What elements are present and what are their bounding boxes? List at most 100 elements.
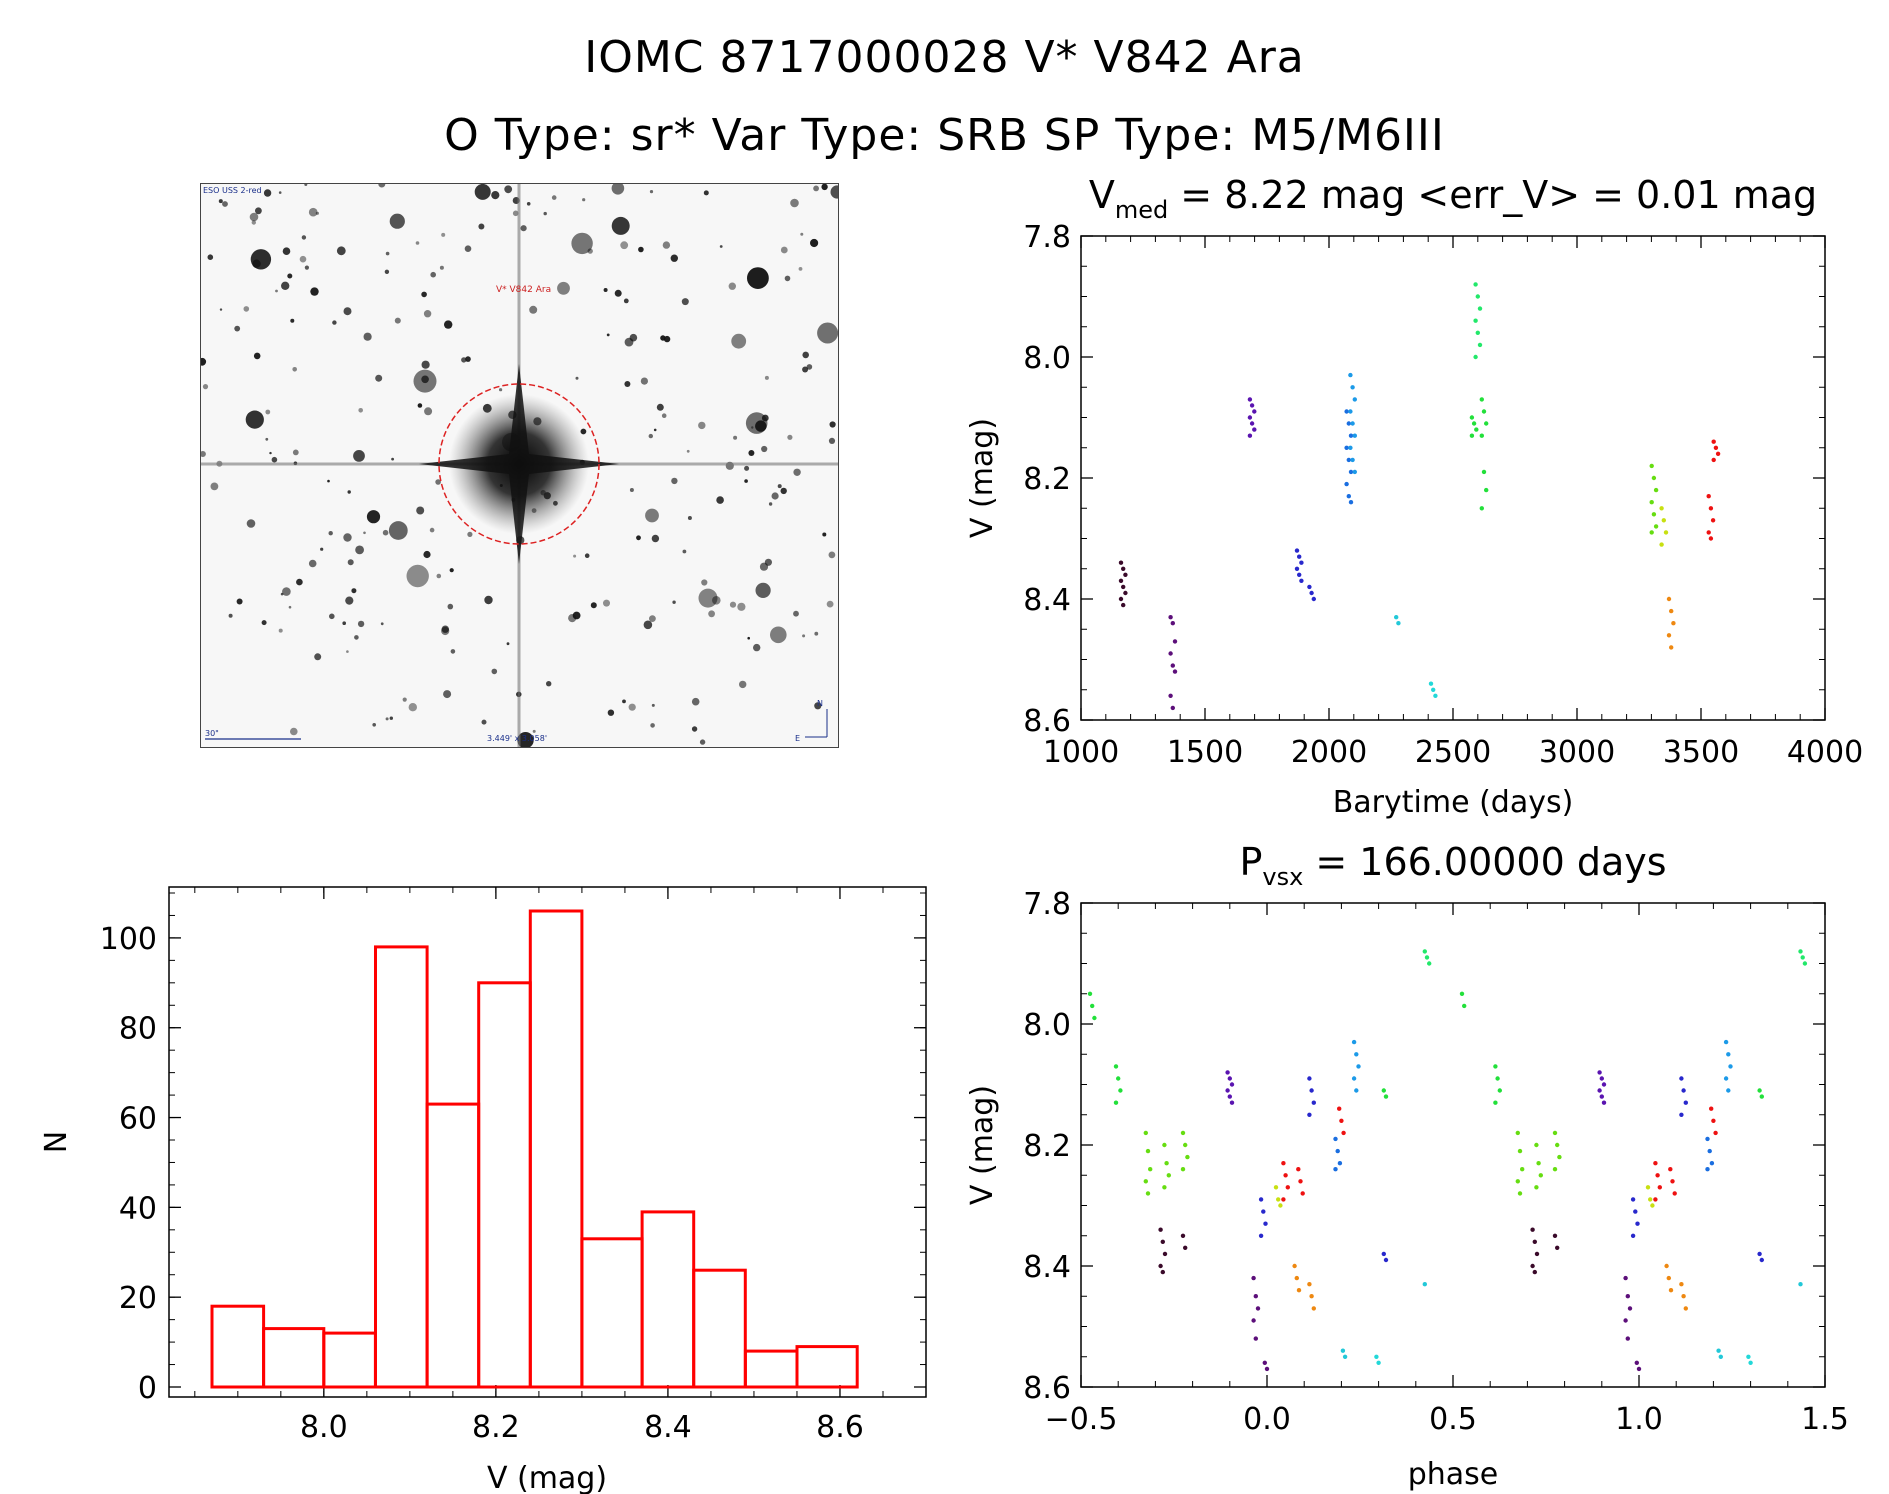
star bbox=[701, 579, 708, 586]
star bbox=[745, 412, 768, 434]
finder-chart-image: V* V842 Ara ESO USS 2-red 30" 3.449' x 3… bbox=[200, 183, 839, 748]
star bbox=[529, 305, 538, 314]
phased-point bbox=[1258, 1233, 1264, 1239]
phased-point bbox=[1726, 1088, 1731, 1093]
histogram-ytick-label: 100 bbox=[100, 922, 157, 957]
lightcurve-point bbox=[1299, 578, 1304, 583]
histogram-frame bbox=[168, 886, 927, 1398]
star bbox=[810, 238, 819, 248]
lightcurve-point bbox=[1294, 566, 1300, 571]
star bbox=[691, 726, 698, 732]
star bbox=[751, 426, 754, 429]
star bbox=[614, 289, 622, 297]
phased-point bbox=[1493, 1100, 1498, 1105]
star bbox=[315, 211, 319, 215]
star bbox=[329, 613, 335, 620]
star bbox=[645, 508, 659, 523]
phased-point bbox=[1251, 1275, 1256, 1281]
phased-point bbox=[1162, 1142, 1167, 1148]
lightcurve-point bbox=[1168, 693, 1173, 698]
phased-point bbox=[1145, 1191, 1151, 1196]
star bbox=[249, 212, 259, 222]
star bbox=[780, 487, 787, 495]
phased-point bbox=[1227, 1076, 1233, 1081]
star bbox=[441, 626, 450, 636]
star bbox=[336, 246, 346, 256]
star bbox=[826, 600, 834, 608]
star bbox=[814, 631, 819, 636]
star bbox=[624, 381, 631, 387]
lightcurve-point bbox=[1348, 500, 1354, 505]
star bbox=[802, 351, 809, 359]
histogram-bar bbox=[374, 945, 429, 1389]
phased-point bbox=[1183, 1142, 1188, 1148]
lightcurve-point bbox=[1346, 494, 1352, 499]
lightcurve-point bbox=[1477, 342, 1483, 348]
histogram-bar bbox=[477, 981, 532, 1389]
star bbox=[686, 449, 690, 453]
star bbox=[491, 191, 500, 200]
phased-point bbox=[1333, 1136, 1338, 1142]
star bbox=[753, 643, 761, 652]
phased-xtick-label: 0.5 bbox=[1429, 1402, 1477, 1437]
lightcurve-point bbox=[1172, 669, 1178, 674]
lightcurve-point bbox=[1348, 409, 1353, 414]
star bbox=[802, 366, 809, 373]
star bbox=[798, 267, 803, 271]
histogram-bars bbox=[210, 909, 859, 1389]
star bbox=[744, 465, 750, 471]
phased-point bbox=[1145, 1148, 1151, 1154]
phased-point bbox=[1227, 1094, 1233, 1099]
star bbox=[802, 634, 806, 638]
star bbox=[320, 547, 324, 551]
histogram-xlabel: V (mag) bbox=[487, 1461, 607, 1494]
star bbox=[290, 727, 298, 736]
lightcurve-point bbox=[1121, 584, 1126, 590]
phased-ytick-label: 8.4 bbox=[1023, 1250, 1071, 1285]
star bbox=[275, 289, 278, 293]
star bbox=[580, 428, 587, 435]
lightcurve-point bbox=[1433, 693, 1438, 698]
lightcurve-point bbox=[1479, 397, 1485, 402]
lightcurve-point bbox=[1484, 421, 1489, 426]
star bbox=[372, 723, 376, 727]
phased-point bbox=[1623, 1275, 1628, 1281]
star bbox=[219, 308, 223, 311]
lightcurve-ytick-label: 7.8 bbox=[1023, 220, 1071, 255]
star bbox=[292, 449, 299, 456]
phased-point bbox=[1253, 1294, 1259, 1299]
star bbox=[384, 269, 390, 274]
phased-point bbox=[1185, 1154, 1190, 1160]
lightcurve-point bbox=[1352, 433, 1358, 438]
star bbox=[246, 519, 256, 528]
star bbox=[347, 490, 351, 494]
lightcurve-point bbox=[1659, 506, 1664, 511]
phased-point bbox=[1798, 1282, 1803, 1287]
lightcurve-point bbox=[1249, 403, 1255, 408]
star bbox=[443, 690, 452, 699]
phased-point bbox=[1337, 1161, 1343, 1166]
star bbox=[358, 408, 363, 413]
star bbox=[672, 600, 676, 604]
star bbox=[636, 535, 641, 541]
phased-point bbox=[1281, 1197, 1286, 1202]
star bbox=[474, 184, 491, 200]
phased-point bbox=[1164, 1161, 1169, 1166]
star bbox=[582, 198, 586, 202]
star bbox=[464, 245, 472, 252]
lightcurve-point bbox=[1708, 506, 1714, 511]
histogram-ytick-label: 80 bbox=[119, 1012, 157, 1047]
star bbox=[271, 456, 278, 463]
phased-point bbox=[1555, 1142, 1560, 1148]
phased-point bbox=[1273, 1185, 1279, 1190]
star bbox=[261, 620, 267, 626]
star bbox=[603, 288, 608, 292]
lightcurve-point bbox=[1669, 608, 1674, 614]
star bbox=[822, 532, 827, 537]
phased-point bbox=[1672, 1191, 1677, 1196]
histogram-bar bbox=[425, 1102, 481, 1389]
lightcurve-points bbox=[1118, 282, 1721, 711]
lightcurve-point bbox=[1344, 445, 1349, 450]
lightcurve-point bbox=[1348, 433, 1354, 438]
